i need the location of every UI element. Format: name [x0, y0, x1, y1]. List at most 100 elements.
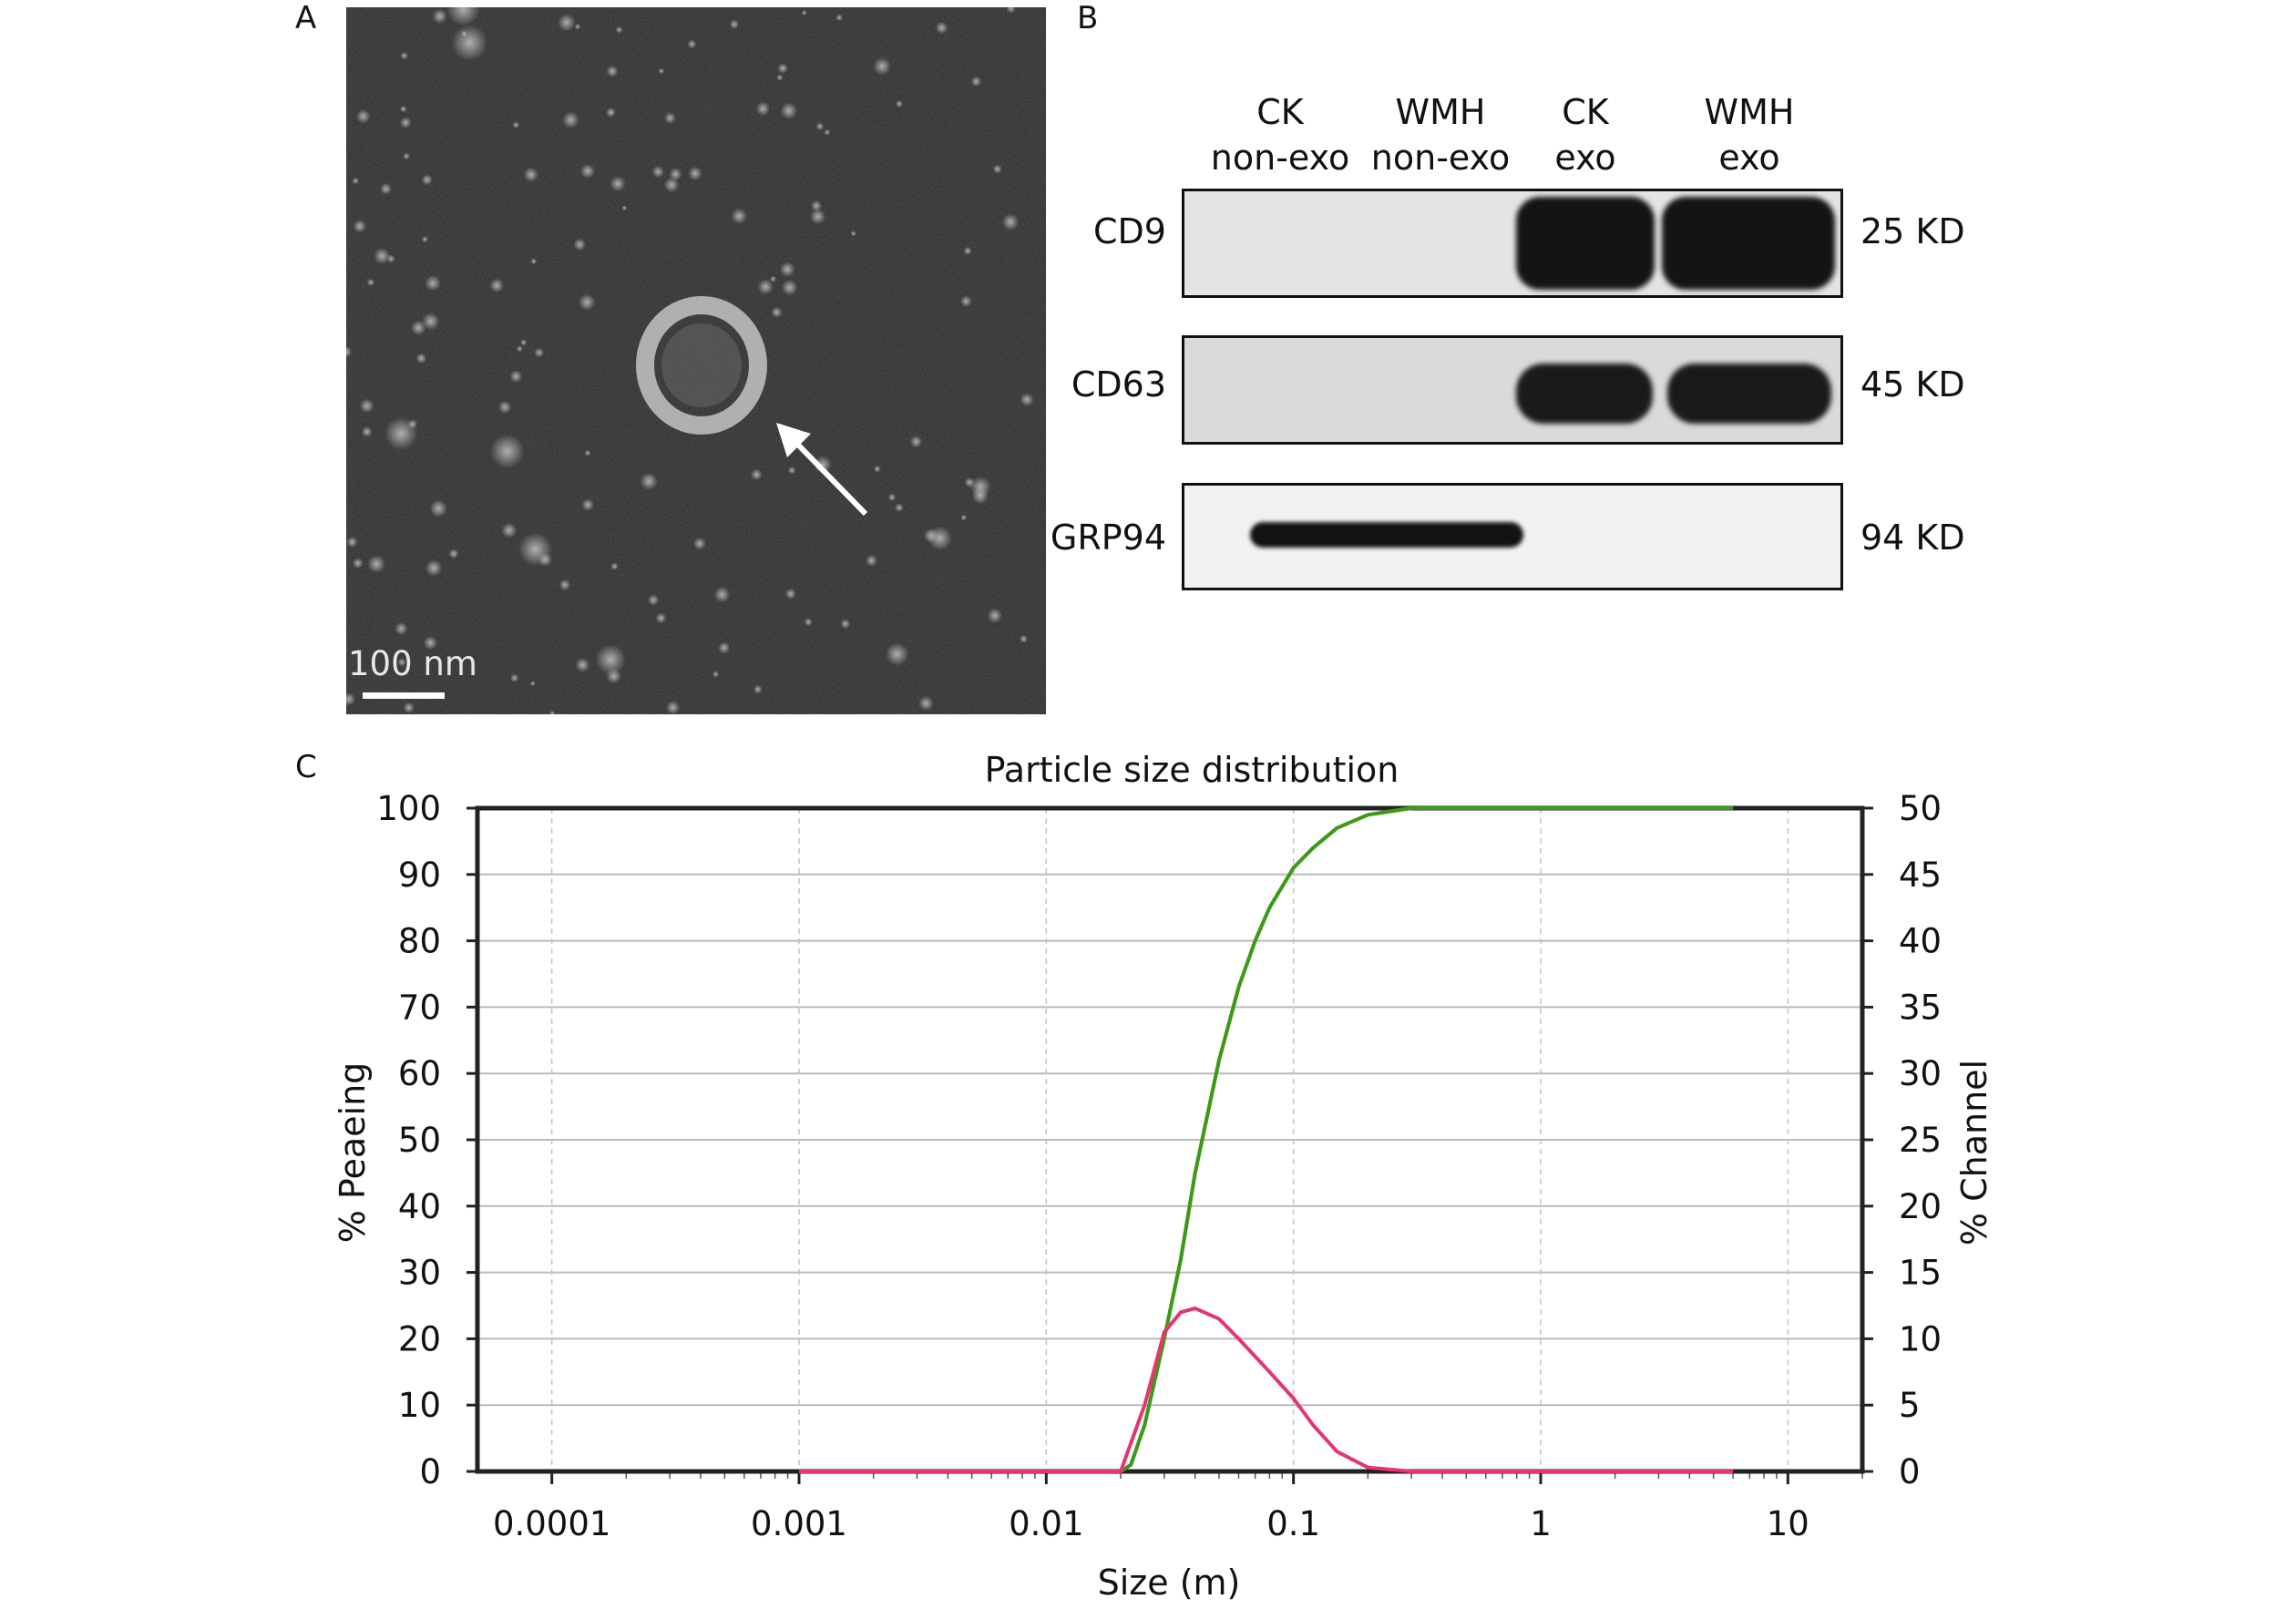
particle-speck [615, 26, 623, 34]
chart-grid [477, 807, 1863, 1479]
particle-speck [810, 200, 823, 211]
particle-speck [781, 279, 798, 296]
particle-speck [411, 320, 426, 336]
y-tick-label-right: 30 [1899, 1054, 1942, 1093]
panel-letter-a: A [295, 0, 317, 36]
particle-speck [530, 258, 538, 265]
particle-speck [346, 345, 353, 358]
y-tick-label-right: 35 [1899, 988, 1942, 1027]
lane-label-line2: non-exo [1210, 138, 1350, 178]
particle-speck [573, 238, 587, 251]
particle-speck [579, 163, 596, 179]
y-tick-label-left: 40 [398, 1187, 441, 1226]
lane-label-line1: WMH [1704, 92, 1795, 132]
particle-speck [647, 594, 660, 606]
particle-speck [810, 209, 826, 225]
particle-speck [909, 435, 923, 448]
particle-speck [873, 57, 891, 76]
particle-speck [374, 247, 391, 265]
series-line [799, 806, 1734, 1473]
particle-speck [579, 293, 596, 312]
y-tick-label-left: 60 [398, 1054, 441, 1093]
lane-label-line2: exo [1554, 138, 1616, 178]
band [1662, 197, 1835, 290]
x-tick-label: 10 [1767, 1504, 1809, 1543]
particle-speck [850, 231, 856, 237]
particle-speck [780, 102, 798, 119]
x-axis: 0.0001 0.001 0.01 0.1 1 10 [493, 1471, 1809, 1543]
particle-speck [935, 21, 948, 35]
y-tick-label-left: 100 [376, 789, 441, 828]
particle-speck [400, 51, 408, 60]
particle-speck [751, 468, 763, 481]
particle-speck [658, 67, 665, 75]
particle-speck [770, 275, 777, 282]
particle-speck [1020, 393, 1034, 407]
particle-speck [432, 8, 447, 25]
chart-title: Particle size distribution [985, 750, 1399, 790]
weight-label-cd9: 25 KD [1860, 211, 1965, 251]
particle-speck [446, 7, 480, 26]
particle-speck [559, 579, 571, 591]
particle-speck [510, 673, 519, 682]
scale-bar [363, 692, 445, 699]
particle-speck [352, 558, 364, 569]
particle-speck [460, 30, 468, 37]
particle-speck [718, 641, 731, 654]
particle-speck [520, 339, 528, 346]
particle-speck [367, 555, 386, 573]
protein-label-cd63: CD63 [1071, 364, 1166, 405]
weight-label-cd63: 45 KD [1860, 364, 1965, 405]
particle-speck [777, 63, 788, 74]
particle-speck [771, 306, 783, 318]
particle-speck [787, 466, 796, 475]
y-tick-label-right: 5 [1899, 1386, 1921, 1425]
particle-speck [421, 235, 429, 243]
particle-speck [534, 347, 545, 358]
particle-speck [784, 588, 796, 600]
particle-speck [959, 295, 972, 308]
lane-label-line2: exo [1718, 138, 1780, 178]
y-tick-label-right: 20 [1899, 1187, 1942, 1226]
particle-speck [712, 671, 720, 678]
particle-speck [361, 425, 373, 437]
particle-speck [960, 514, 968, 521]
particle-speck [964, 477, 975, 487]
particle-speck [501, 522, 518, 538]
y-tick-label-right: 0 [1899, 1452, 1921, 1491]
x-tick-label: 0.0001 [493, 1504, 610, 1543]
particle-speck [353, 220, 367, 233]
particle-speck [489, 278, 504, 293]
y-tick-label-left: 70 [398, 988, 441, 1027]
y-tick-label-left: 90 [398, 856, 441, 895]
y-tick-label-right: 45 [1899, 856, 1942, 895]
particle-speck [429, 499, 447, 518]
particle-speck [448, 548, 459, 559]
particle-speck [355, 108, 371, 124]
series-line [799, 1306, 1734, 1473]
background-particles [346, 7, 1034, 714]
particle-speck [640, 472, 658, 490]
particle-speck [581, 498, 595, 511]
scale-bar-label: 100 nm [348, 644, 477, 683]
particle-speck [666, 701, 681, 714]
particle-speck [558, 14, 576, 32]
particle-speck [755, 101, 771, 117]
particle-speck [866, 554, 877, 567]
tem-micrograph [346, 7, 1046, 714]
band [1667, 364, 1831, 424]
particle-speck [610, 562, 619, 570]
x-tick-label: 0.01 [1009, 1504, 1083, 1543]
particle-speck [595, 644, 626, 675]
lane-label-line1: CK [1562, 92, 1609, 132]
particle-speck [516, 345, 523, 353]
y-tick-label-left: 20 [398, 1319, 441, 1358]
particle-speck [804, 618, 813, 627]
exosome-vesicle [636, 296, 767, 435]
x-axis-label: Size (m) [1098, 1563, 1241, 1603]
particle-speck [606, 107, 616, 118]
particle-speck [895, 503, 904, 513]
particle-speck [776, 74, 784, 81]
particle-speck [403, 702, 415, 713]
